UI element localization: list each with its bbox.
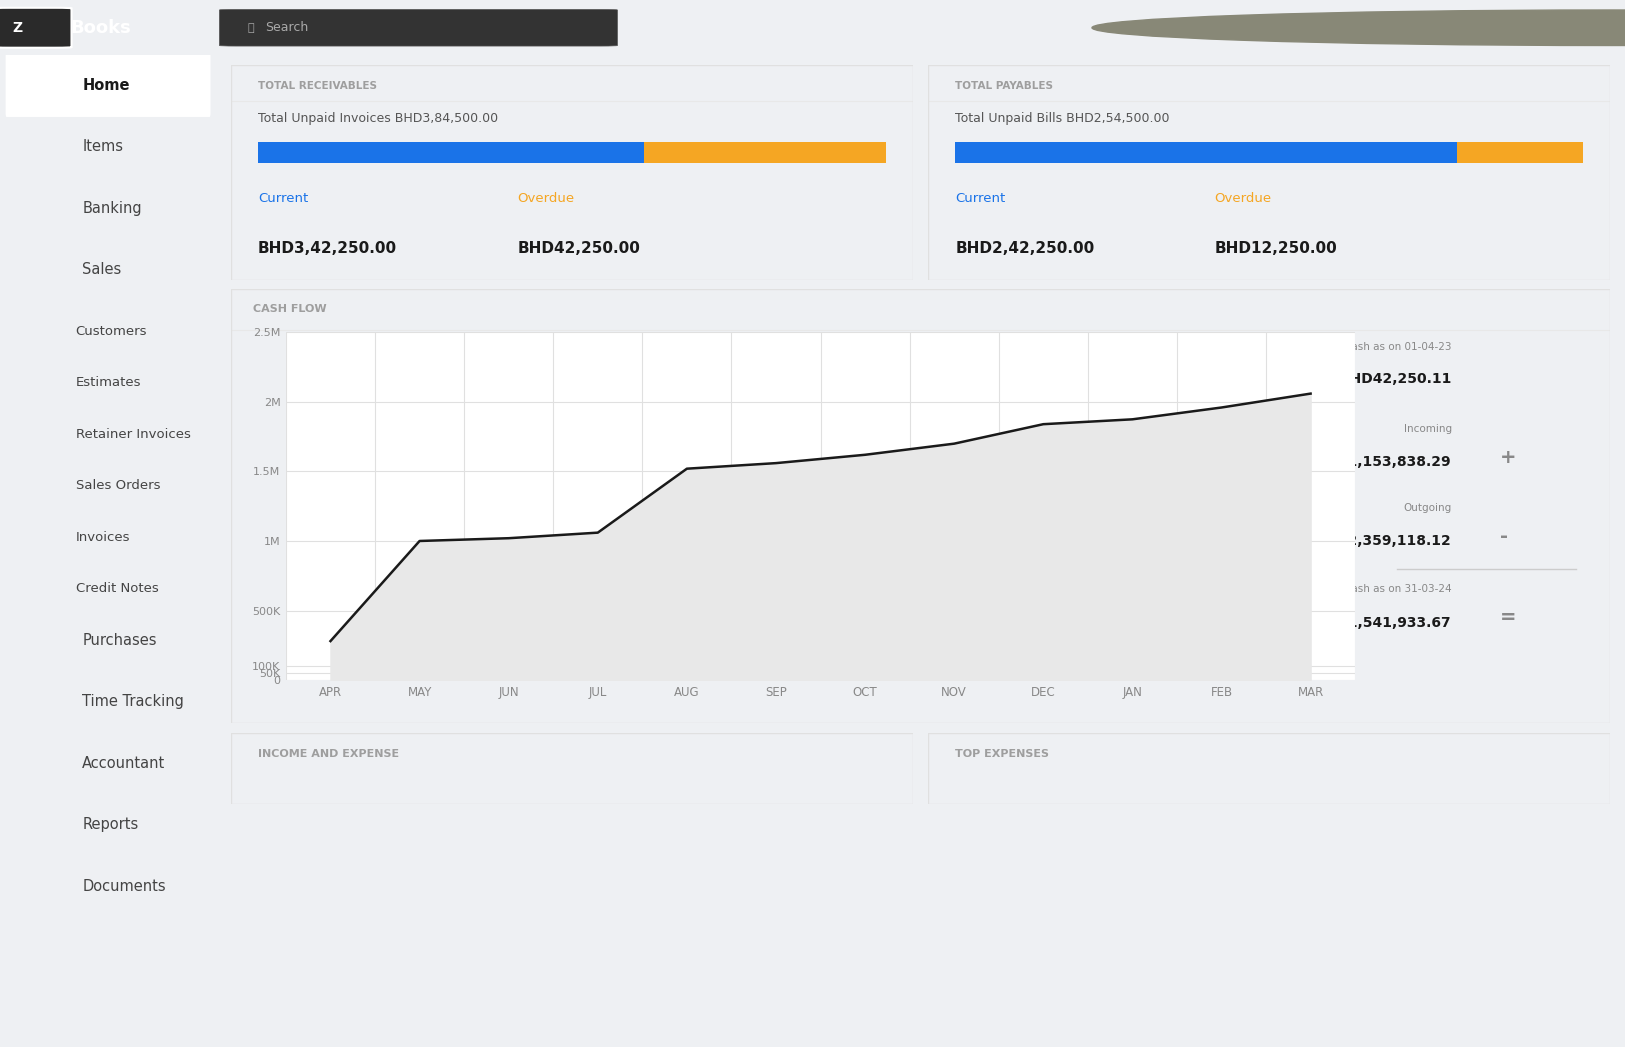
Text: Search: Search	[265, 21, 309, 35]
Text: INCOME AND EXPENSE: INCOME AND EXPENSE	[258, 749, 400, 759]
Bar	[1458, 142, 1583, 162]
Text: Documents: Documents	[83, 878, 166, 894]
Text: TOTAL RECEIVABLES: TOTAL RECEIVABLES	[258, 81, 377, 91]
FancyBboxPatch shape	[219, 9, 618, 46]
Circle shape	[1092, 10, 1625, 45]
Text: Customers: Customers	[76, 325, 148, 337]
Text: Invoices: Invoices	[76, 531, 130, 543]
Text: BHD3,42,250.00: BHD3,42,250.00	[258, 241, 396, 255]
Text: Retainer Invoices: Retainer Invoices	[76, 428, 190, 441]
Bar	[956, 142, 1458, 162]
Text: Purchases: Purchases	[83, 633, 156, 648]
Text: BHD42,250.00: BHD42,250.00	[517, 241, 640, 255]
Bar	[644, 142, 886, 162]
Text: +: +	[1500, 447, 1516, 467]
Text: Home: Home	[83, 77, 130, 93]
Text: +: +	[1554, 19, 1568, 37]
Text: Cash as on 01-04-23: Cash as on 01-04-23	[1344, 342, 1451, 352]
Text: Overdue: Overdue	[1214, 192, 1272, 204]
Text: Incoming: Incoming	[1404, 424, 1451, 433]
Text: Books: Books	[70, 19, 130, 37]
FancyBboxPatch shape	[0, 7, 72, 48]
Text: TOP EXPENSES: TOP EXPENSES	[956, 749, 1050, 759]
Text: Total Unpaid Bills BHD2,54,500.00: Total Unpaid Bills BHD2,54,500.00	[956, 112, 1170, 126]
Text: Sales: Sales	[83, 262, 122, 277]
Text: Banking: Banking	[83, 201, 141, 216]
Text: Overdue: Overdue	[517, 192, 575, 204]
Text: Time Tracking: Time Tracking	[83, 694, 184, 710]
Text: BHD12,359,118.12: BHD12,359,118.12	[1305, 534, 1451, 549]
Text: Current: Current	[258, 192, 309, 204]
Text: Total Unpaid Invoices BHD3,84,500.00: Total Unpaid Invoices BHD3,84,500.00	[258, 112, 499, 126]
Text: BHD12,250.00: BHD12,250.00	[1214, 241, 1337, 255]
Text: Credit Notes: Credit Notes	[76, 582, 158, 596]
Text: BHD42,250.11: BHD42,250.11	[1339, 373, 1451, 386]
Text: Estimates: Estimates	[76, 376, 141, 389]
Text: Outgoing: Outgoing	[1404, 503, 1451, 513]
Text: BHD2,42,250.00: BHD2,42,250.00	[956, 241, 1094, 255]
Text: Cash as on 31-03-24: Cash as on 31-03-24	[1344, 584, 1451, 595]
Text: Reports: Reports	[83, 818, 138, 832]
Text: -: -	[1500, 527, 1508, 547]
FancyBboxPatch shape	[5, 52, 211, 117]
Text: Items: Items	[83, 139, 124, 154]
Text: TOTAL PAYABLES: TOTAL PAYABLES	[956, 81, 1053, 91]
Text: 🔔: 🔔	[1578, 21, 1588, 35]
Text: BHD11,153,838.29: BHD11,153,838.29	[1305, 455, 1451, 469]
Bar	[258, 142, 644, 162]
Text: =: =	[1500, 608, 1516, 627]
Text: Z: Z	[13, 21, 23, 35]
Text: 🔍: 🔍	[247, 23, 254, 32]
Text: CASH FLOW: CASH FLOW	[254, 304, 327, 314]
Text: Sales Orders: Sales Orders	[76, 480, 161, 492]
Text: Accountant: Accountant	[83, 756, 166, 771]
Text: Current: Current	[956, 192, 1006, 204]
Text: BHD1,541,933.67: BHD1,541,933.67	[1315, 616, 1451, 629]
